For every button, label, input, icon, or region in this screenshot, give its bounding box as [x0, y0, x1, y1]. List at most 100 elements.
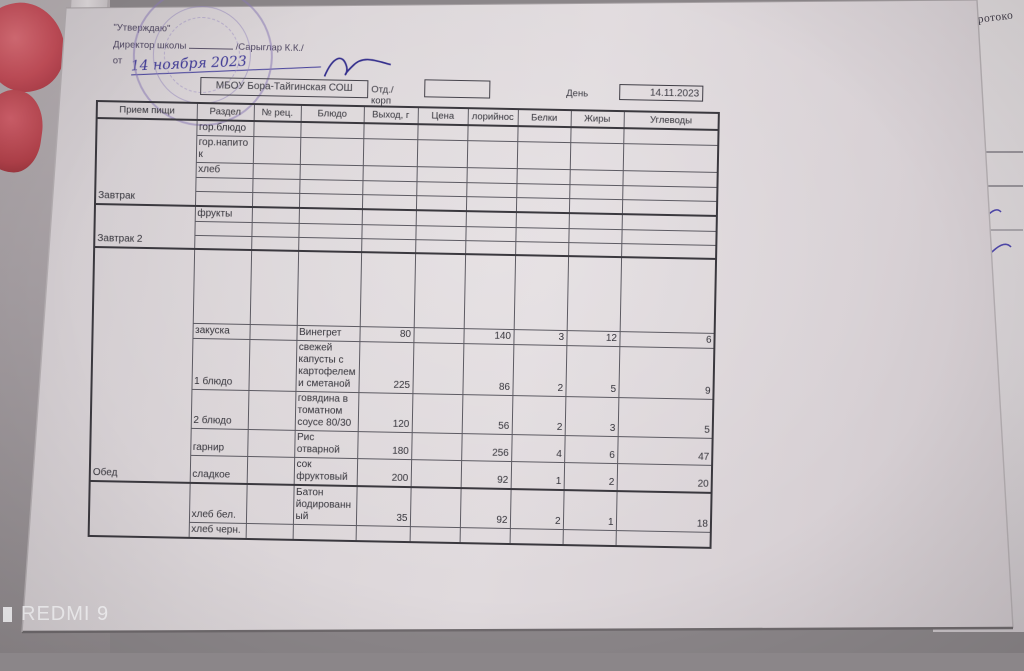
- table-cell: [415, 239, 466, 255]
- director-label: Директор школы: [112, 39, 187, 52]
- table-cell: [248, 338, 297, 391]
- table-cell: [251, 192, 300, 208]
- table-cell: 2: [511, 395, 566, 436]
- table-cell: [410, 459, 462, 488]
- table-cell: Винегрет: [296, 324, 360, 342]
- photo-of-menu-document: { "photo": { "watermark": "REDMI 9", "un…: [0, 0, 1024, 653]
- table-cell: 120: [357, 392, 413, 433]
- table-cell: [623, 128, 719, 146]
- table-cell: 3: [513, 329, 567, 346]
- table-cell: [515, 211, 569, 229]
- table-cell: 256: [461, 433, 512, 462]
- table-cell: [463, 254, 516, 330]
- table-cell: [363, 123, 418, 140]
- table-cell: 140: [463, 328, 514, 345]
- table-cell: [298, 207, 362, 225]
- table-cell: [247, 389, 296, 430]
- table-cell: [465, 210, 516, 228]
- column-header: № рец.: [253, 104, 301, 122]
- table-cell: 5: [617, 397, 714, 438]
- table-cell: [569, 184, 623, 200]
- table-cell: [415, 195, 467, 211]
- approval-title: "Утверждаю": [113, 22, 171, 35]
- column-header: Раздел: [196, 102, 254, 122]
- table-cell: [246, 455, 295, 485]
- table-cell: [362, 165, 417, 182]
- table-cell: 47: [617, 436, 713, 465]
- table-cell: [362, 138, 418, 167]
- table-cell: сладкое: [189, 454, 248, 484]
- table-cell: 56: [461, 394, 513, 435]
- table-cell: [516, 168, 570, 185]
- column-header: Цена: [417, 107, 468, 126]
- table-cell: [245, 522, 293, 540]
- table-cell: говядина в томатном соусе 80/30: [294, 390, 359, 432]
- column-header: Углеводы: [623, 111, 719, 130]
- table-cell: [245, 483, 294, 524]
- table-cell: [516, 183, 570, 199]
- table-cell: [411, 393, 463, 434]
- table-cell: [361, 238, 416, 254]
- handwritten-date: 14 ноября 2023: [130, 50, 322, 76]
- meal-cell: Завтрак: [95, 118, 197, 206]
- camera-watermark: REDMI 9: [3, 603, 109, 626]
- table-cell: [194, 220, 252, 237]
- meal-cell: Завтрак 2: [94, 203, 195, 249]
- table-cell: [195, 177, 253, 193]
- table-cell: [361, 208, 416, 226]
- table-cell: закуска: [192, 322, 250, 339]
- table-cell: [417, 124, 468, 141]
- table-cell: [416, 139, 468, 168]
- table-cell: [249, 250, 299, 325]
- table-cell: [361, 224, 416, 240]
- table-cell: хлеб бел.: [188, 482, 247, 523]
- table-cell: 1 блюдо: [191, 337, 250, 390]
- table-cell: [299, 164, 363, 181]
- table-cell: 2: [563, 462, 618, 491]
- table-cell: сок фруктовый: [293, 456, 358, 486]
- table-cell: [355, 525, 410, 542]
- table-cell: [467, 125, 518, 142]
- table-cell: 200: [356, 458, 412, 487]
- table-cell: [569, 169, 623, 186]
- table-cell: [194, 191, 253, 207]
- table-cell: 20: [616, 463, 713, 493]
- table-cell: [619, 257, 717, 333]
- table-cell: 92: [460, 460, 512, 489]
- table-cell: 4: [511, 434, 565, 463]
- column-header: Блюдо: [300, 104, 364, 124]
- menu-table-body: Завтрак гор.блюдо гор.напиток хлеб Завтрак 2…: [88, 118, 719, 548]
- table-cell: хлеб: [195, 162, 253, 179]
- table-cell: [299, 137, 364, 166]
- menu-table: Прием пищи Раздел № рец. Блюдо Выход, г Цена л…: [87, 100, 720, 549]
- table-cell: [415, 209, 466, 227]
- column-header: лорийнос: [467, 108, 518, 127]
- table-cell: 2: [512, 344, 567, 397]
- table-cell: [416, 166, 467, 183]
- table-cell: [569, 142, 624, 171]
- table-cell: [251, 236, 299, 251]
- table-cell: гор.напиток: [195, 135, 254, 164]
- table-cell: [465, 196, 517, 212]
- table-cell: [516, 141, 571, 170]
- table-cell: 1: [562, 489, 617, 531]
- table-cell: свежей капусты с картофелем и сметаной: [295, 339, 360, 393]
- table-cell: 9: [618, 346, 715, 399]
- meal-cell: [88, 480, 190, 538]
- table-cell: 86: [462, 343, 514, 396]
- director-signature: [323, 57, 391, 77]
- watermark-logo-fragment: [3, 607, 12, 622]
- table-cell: [566, 256, 622, 332]
- table-cell: [515, 197, 570, 213]
- table-cell: [192, 248, 252, 324]
- table-cell: 180: [357, 431, 412, 460]
- table-cell: Батон йодированный: [292, 484, 357, 526]
- meal-cell: Обед: [89, 246, 195, 483]
- table-cell: [568, 212, 622, 230]
- table-cell: [252, 163, 300, 180]
- table-cell: 18: [615, 490, 712, 532]
- table-cell: гор.блюдо: [196, 119, 254, 137]
- table-cell: хлеб черн.: [188, 521, 246, 539]
- table-cell: [513, 255, 569, 331]
- table-cell: [568, 242, 622, 258]
